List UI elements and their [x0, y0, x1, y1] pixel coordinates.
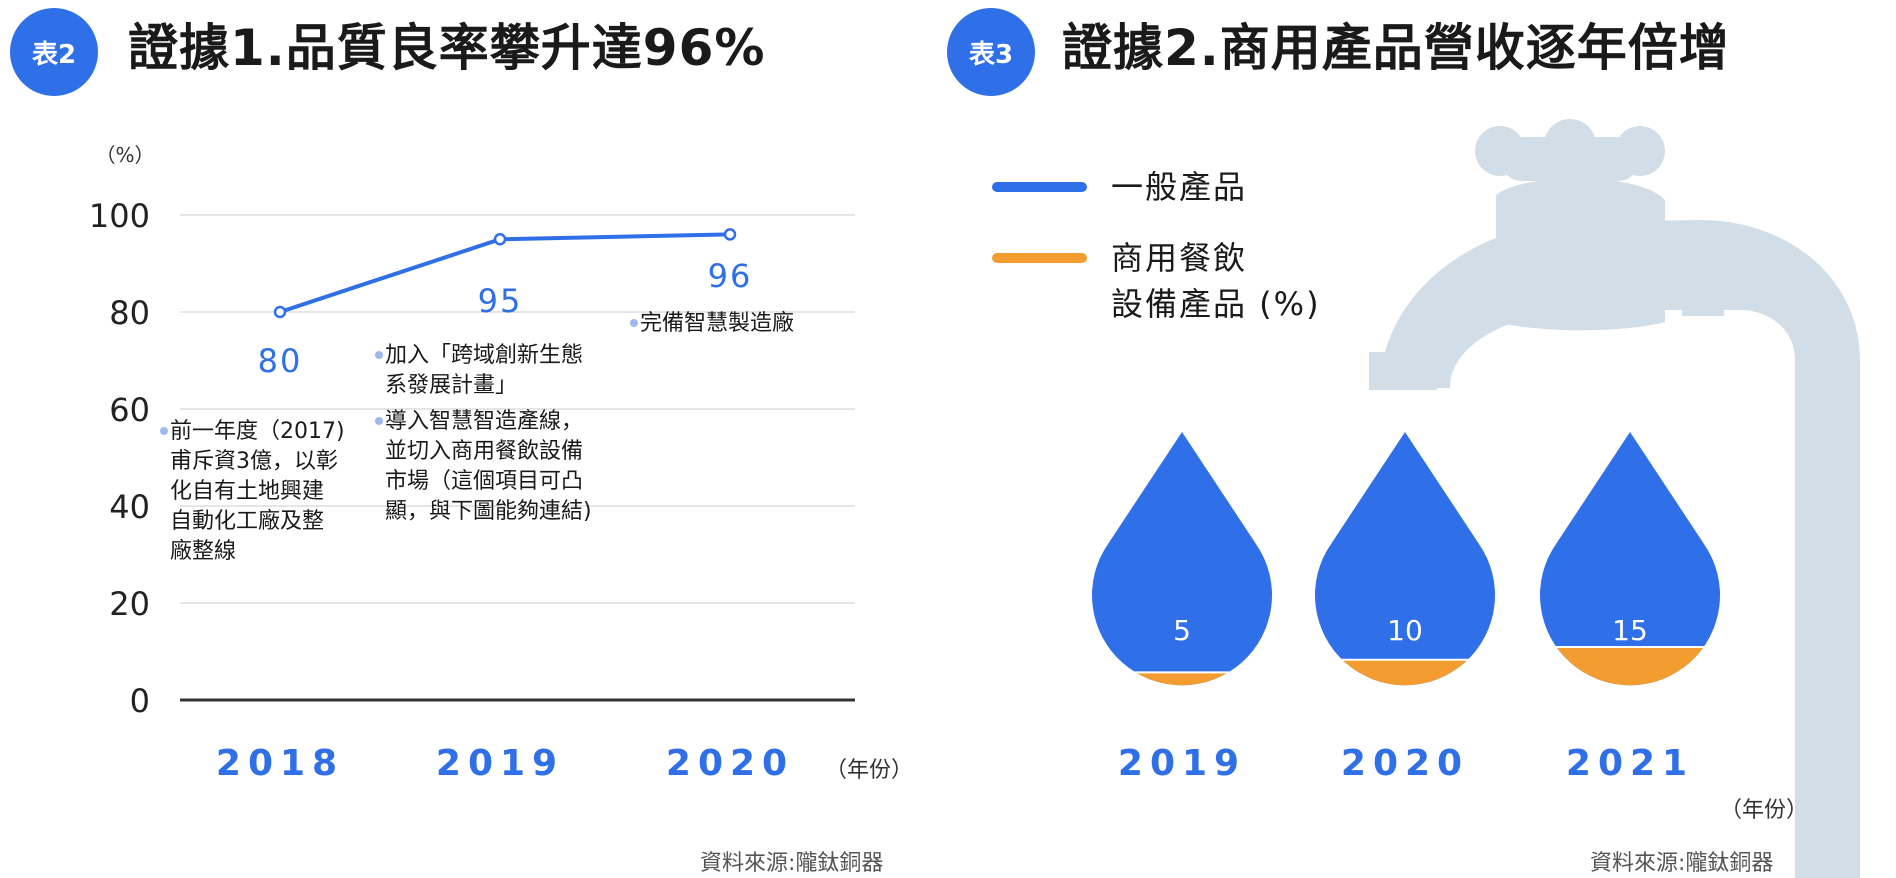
table2-badge: 表2 — [10, 8, 98, 96]
drop-fill-level — [1092, 672, 1272, 686]
legend-swatch — [992, 253, 1087, 263]
drop-year-label: 2020 — [1341, 743, 1469, 784]
y-tick-label: 100 — [89, 197, 150, 235]
y-tick-label: 0 — [130, 682, 150, 720]
drop-fill-level — [1540, 647, 1720, 686]
annotation-text: 加入「跨域創新生態 — [385, 343, 583, 368]
annotation-bullet — [630, 319, 638, 327]
data-label: 96 — [708, 257, 753, 295]
evidence1-title: 證據1.品質良率攀升達96% — [128, 19, 766, 77]
right-year-unit: （年份） — [1720, 798, 1809, 823]
legend-item: 一般產品 — [992, 164, 1247, 210]
annotation-bullet — [375, 417, 383, 425]
legend-label-line: 設備產品 (%) — [1111, 285, 1321, 323]
data-point — [723, 228, 737, 241]
y-axis-unit-label: （%） — [95, 143, 154, 167]
annotation-text: 並切入商用餐飲設備 — [385, 439, 583, 464]
annotation-text: 廠整線 — [170, 539, 236, 564]
annotation-bullet — [375, 351, 383, 359]
drop-year-label: 2021 — [1566, 743, 1694, 784]
annotation-bullet — [160, 427, 168, 435]
drop-fill-level — [1315, 659, 1495, 686]
legend-label: 一般產品 — [1111, 164, 1247, 210]
annotation-text: 前一年度（2017) — [170, 419, 345, 444]
legend-label-line: 一般產品 — [1111, 168, 1248, 206]
drop-shape — [1315, 432, 1495, 686]
drop-value-label: 10 — [1387, 614, 1423, 647]
data-point — [493, 233, 507, 246]
x-tick-label: 2018 — [216, 743, 344, 784]
annotation-text: 甫斥資3億，以彰 — [170, 449, 338, 474]
y-tick-label: 80 — [109, 294, 150, 332]
drop-value-label: 5 — [1173, 614, 1191, 647]
table3-badge: 表3 — [947, 8, 1035, 96]
table3-badge-label: 表3 — [968, 39, 1014, 70]
data-label: 80 — [258, 342, 303, 380]
data-label: 95 — [478, 282, 523, 320]
legend-swatch — [992, 182, 1087, 192]
legend-label: 商用餐飲設備產品 (%) — [1111, 235, 1321, 327]
annotation-text: 市場（這個項目可凸 — [385, 469, 583, 494]
annotation-text: 自動化工廠及整 — [170, 509, 324, 534]
y-tick-label: 60 — [109, 391, 150, 429]
table2-badge-label: 表2 — [31, 39, 77, 70]
left-source-note: 資料來源:隴鈦銅器 — [700, 851, 884, 876]
y-tick-label: 40 — [109, 488, 150, 526]
quality-yield-line-chart: （%） 0 20 40 60 80 100 80 2018 95 2019 96 2020 前一年度（20… — [89, 143, 855, 784]
annotation-text: 導入智慧智造產線， — [385, 409, 583, 434]
drop-shape — [1092, 432, 1273, 686]
drop-shape — [1539, 432, 1720, 686]
annotation-text: 顯，與下圖能夠連結) — [385, 499, 592, 524]
annotation-text: 化自有土地興建 — [170, 479, 324, 504]
drop-value-label: 15 — [1612, 614, 1648, 647]
x-tick-label: 2019 — [436, 743, 564, 784]
evidence2-title: 證據2.商用產品營收逐年倍增 — [1062, 19, 1730, 77]
legend-label-line: 商用餐飲 — [1111, 239, 1248, 277]
x-tick-label: 2020 — [666, 743, 794, 784]
annotation-text: 完備智慧製造廠 — [640, 311, 794, 336]
drop-year-label: 2019 — [1118, 743, 1246, 784]
legend-item: 商用餐飲設備產品 (%) — [992, 235, 1321, 327]
annotation-text: 系發展計畫」 — [385, 373, 517, 398]
y-tick-label: 20 — [109, 585, 150, 623]
data-point — [273, 305, 287, 319]
left-year-unit: （年份） — [825, 758, 914, 783]
right-source-note: 資料來源:隴鈦銅器 — [1590, 851, 1774, 876]
